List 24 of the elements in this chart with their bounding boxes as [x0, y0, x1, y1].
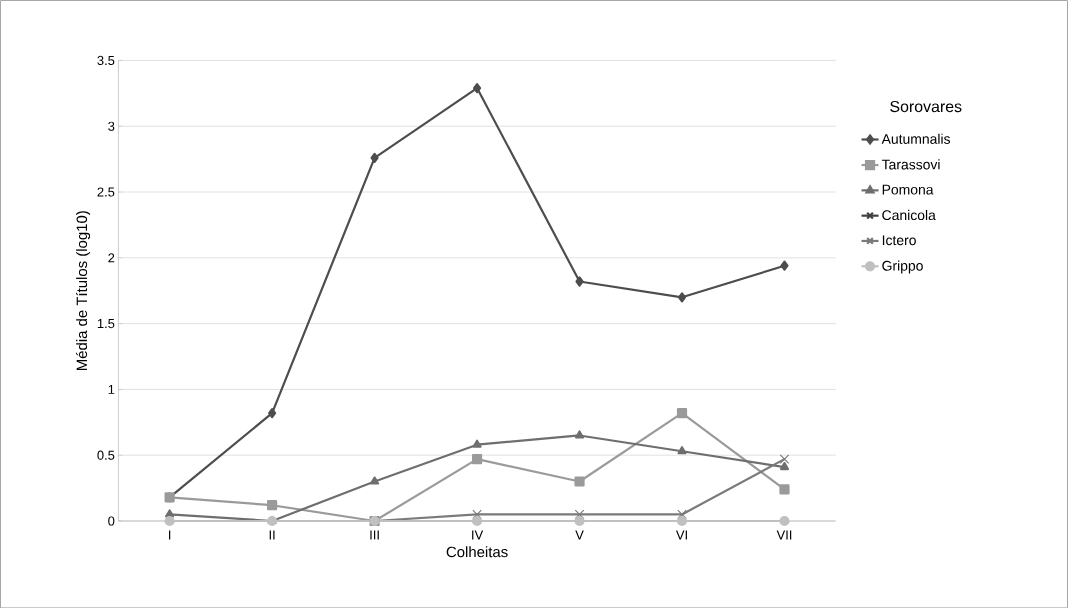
x-axis-title: Colheitas — [446, 546, 508, 558]
legend-label: Canicola — [882, 209, 936, 220]
x-tick-label: V — [575, 530, 584, 540]
y-tick-label: 0.5 — [97, 450, 115, 460]
y-tick-label: 0 — [108, 516, 115, 526]
x-tick-label: II — [269, 530, 275, 540]
legend-label: Ictero — [882, 235, 916, 245]
y-axis-title: Média de Títulos (log10) — [75, 210, 91, 370]
legend-label: Tarassovi — [881, 159, 940, 170]
y-tick-label: 3 — [108, 121, 115, 131]
y-tick-label: 2.5 — [97, 187, 115, 197]
y-tick-label: 1.5 — [97, 318, 115, 328]
x-tick-label: I — [169, 530, 171, 540]
x-tick-label: VI — [675, 530, 687, 540]
legend-label: Autumnalis — [881, 133, 951, 144]
y-tick-label: 2 — [108, 253, 115, 263]
y-tick-label: 1 — [108, 384, 115, 394]
x-tick-label: III — [370, 530, 379, 540]
legend-label: Grippo — [882, 260, 923, 274]
x-tick-label: VII — [776, 530, 792, 540]
legend-title: Sorovares — [890, 100, 962, 112]
x-tick-label: IV — [472, 530, 484, 540]
y-tick-label: 3.5 — [97, 55, 115, 65]
legend-label: Pomona — [882, 184, 934, 195]
